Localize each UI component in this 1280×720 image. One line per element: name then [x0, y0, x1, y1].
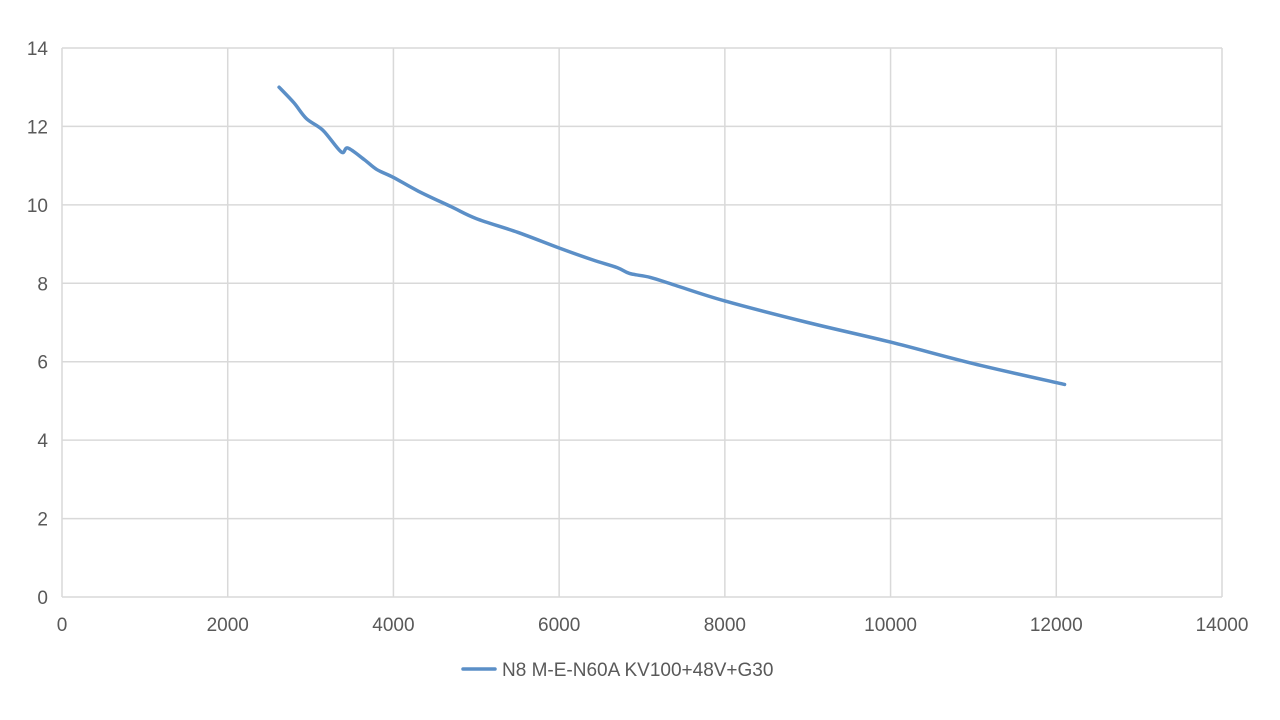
- y-tick-label: 4: [37, 431, 48, 452]
- x-tick-label: 6000: [538, 615, 580, 636]
- y-tick-label: 14: [27, 39, 49, 60]
- y-tick-label: 2: [37, 510, 48, 531]
- x-tick-label: 14000: [1196, 615, 1249, 636]
- x-tick-label: 10000: [864, 615, 917, 636]
- axes: 0 2000 4000 6000 8000 10000 12000 14000 0 2 4 6 8 10 1…: [27, 39, 1249, 636]
- x-tick-label: 12000: [1030, 615, 1083, 636]
- legend: N8 M-E-N60A KV100+48V+G30: [461, 660, 773, 681]
- x-tick-label: 8000: [704, 615, 746, 636]
- grid: [61, 47, 1223, 598]
- y-tick-label: 12: [27, 117, 48, 138]
- y-tick-label: 0: [37, 588, 48, 609]
- y-tick-label: 6: [37, 353, 48, 374]
- series-layer: [277, 85, 1067, 387]
- y-tick-label: 10: [27, 196, 48, 217]
- x-tick-label: 0: [57, 615, 68, 636]
- series-line: [277, 85, 1067, 387]
- x-tick-label: 4000: [372, 615, 414, 636]
- x-tick-label: 2000: [207, 615, 249, 636]
- y-tick-label: 8: [37, 274, 48, 295]
- legend-label: N8 M-E-N60A KV100+48V+G30: [502, 660, 773, 681]
